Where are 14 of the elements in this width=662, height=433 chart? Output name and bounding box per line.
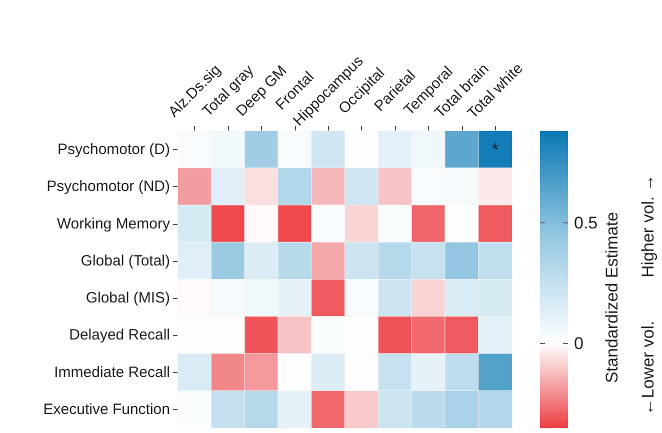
color-bar-label: 0.5 xyxy=(574,213,598,232)
y-tick-label: Working Memory xyxy=(56,215,170,232)
y-tick-label: Immediate Recall xyxy=(54,364,170,381)
text: ←Lower vol. xyxy=(638,320,658,416)
color-bar-title: Standardized Estimate xyxy=(602,212,622,384)
y-tick-label: Psychomotor (ND) xyxy=(46,178,170,196)
y-tick-label: Executive Function xyxy=(43,400,170,418)
y-tick-label: Global (MIS) xyxy=(86,290,170,307)
color-bar-label: 0 xyxy=(574,334,584,353)
annotation: * xyxy=(492,140,499,160)
text: Higher vol. → xyxy=(638,174,658,278)
y-tick-label: Psychomotor (D) xyxy=(57,141,170,158)
y-tick-label: Delayed Recall xyxy=(69,326,170,344)
y-tick-label: Global (Total) xyxy=(80,252,170,270)
